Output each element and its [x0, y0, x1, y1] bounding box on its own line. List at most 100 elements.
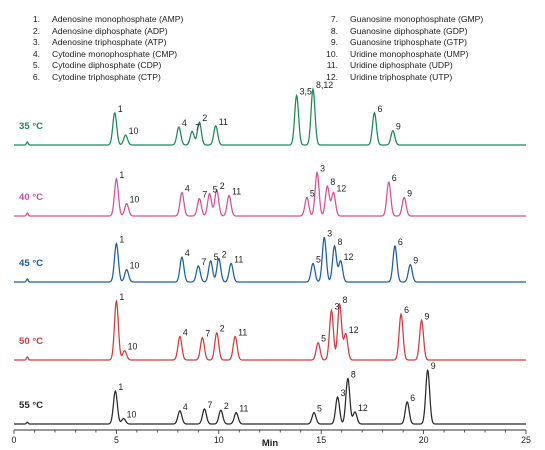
x-tick-label: 0: [12, 435, 17, 445]
peak-label: 2: [222, 249, 227, 259]
legend-item: 1. Adenosine monophosphate (AMP): [22, 13, 184, 25]
legend-item: 4. Cytodine monophosphate (CMP): [22, 48, 177, 60]
peak-label: 12: [349, 325, 359, 335]
legend-item: 10. Uridine monophosphate (UMP): [320, 48, 468, 60]
legend-item-label: Cytodine diphosphate (CDP): [52, 60, 162, 71]
peak-label: 6: [398, 237, 403, 247]
peak-label: 5: [214, 252, 219, 262]
legend-item-label: Guanosine triphosphate (GTP): [350, 37, 468, 48]
peak-label: 6: [377, 104, 382, 114]
peak-label: 9: [407, 188, 412, 198]
legend-item: 2. Adenosine diphosphate (ADP): [22, 25, 168, 37]
peak-label: 4: [185, 248, 190, 258]
peak-label: 8,12: [316, 80, 333, 90]
peak-label: 10: [127, 410, 137, 420]
legend-item: 11. Uridine diphosphate (UDP): [320, 59, 453, 71]
peak-label: 5: [317, 404, 322, 414]
peak-label: 4: [182, 118, 187, 128]
peak-label: 9: [396, 122, 401, 132]
legend-item-number: 4.: [32, 48, 40, 59]
legend-item-label: Adenosine monophosphate (AMP): [52, 14, 184, 24]
peak-label: 7: [201, 257, 206, 267]
legend-item-number: 10.: [326, 48, 338, 59]
legend-item-label: Uridine diphosphate (UDP): [350, 60, 453, 71]
peak-label: 1: [119, 292, 124, 302]
peak-label: 5: [321, 334, 326, 344]
peak-label: 4: [183, 327, 188, 337]
peak-label: 10: [130, 195, 140, 205]
legend-item: 8. Guanosine diphosphate (GDP): [320, 25, 468, 37]
series-trace: [14, 369, 526, 425]
peak-label: 12: [358, 403, 368, 413]
peak-label: 5: [310, 188, 315, 198]
peak-label: 6: [404, 305, 409, 315]
series-name-label: 40 °C: [19, 192, 43, 203]
peak-label: 1: [119, 170, 124, 180]
legend-item-label: Adenosine triphosphate (ATP): [52, 37, 167, 48]
peak-label: 6: [392, 173, 397, 183]
peak-label: 8: [338, 237, 343, 247]
peak-label: 5: [213, 185, 218, 195]
legend-item-number: 2.: [32, 25, 40, 36]
legend-item-number: 1.: [32, 14, 40, 24]
legend-item: 12. Uridine triphosphate (UTP): [320, 71, 452, 83]
series-trace: [14, 299, 526, 361]
peak-label: 4: [183, 402, 188, 412]
peak-label: 11: [219, 117, 228, 127]
legend-item-number: 3.: [32, 37, 40, 48]
peak-label: 7: [195, 122, 200, 132]
peak-label: 12: [336, 183, 346, 193]
legend-item-number: 8.: [330, 25, 338, 36]
peak-label: 2: [224, 401, 229, 411]
peak-label: 6: [410, 393, 415, 403]
peak-label: 5: [316, 254, 321, 264]
legend-item-number: 5.: [32, 60, 40, 71]
x-tick-label: 25: [521, 435, 531, 445]
x-tick-label: 10: [214, 435, 224, 445]
legend-item: 3. Adenosine triphosphate (ATP): [22, 36, 167, 48]
legend-item: 9. Guanosine triphosphate (GTP): [320, 36, 467, 48]
peak-label: 2: [220, 181, 225, 191]
peak-label: 11: [234, 254, 243, 264]
peak-label: 1: [118, 382, 123, 392]
series-trace: [14, 236, 526, 283]
peak-label: 8: [330, 177, 335, 187]
x-axis-title: Min: [262, 438, 279, 449]
peak-label: 2: [202, 113, 207, 123]
peak-label: 12: [344, 252, 354, 262]
x-tick-label: 5: [114, 435, 119, 445]
peak-label: 10: [130, 261, 140, 271]
legend-item-label: Cytodine triphosphate (CTP): [52, 72, 161, 82]
legend-item-label: Guanosine monophosphate (GMP): [350, 14, 484, 24]
series-name-label: 55 °C: [19, 400, 43, 411]
peak-label: 7: [207, 400, 212, 410]
x-tick-label: 20: [419, 435, 429, 445]
legend-item-label: Adenosine diphosphate (ADP): [52, 25, 168, 36]
legend-item-number: 7.: [330, 14, 338, 24]
legend-item: 6. Cytodine triphosphate (CTP): [22, 71, 161, 83]
peak-label: 8: [343, 295, 348, 305]
peak-label: 11: [239, 404, 248, 414]
peak-label: 9: [431, 361, 436, 371]
legend-item-number: 9.: [330, 37, 338, 48]
peak-label: 7: [205, 329, 210, 339]
series-trace: [14, 86, 526, 146]
peak-label: 8: [351, 369, 356, 379]
peak-legend: 1. Adenosine monophosphate (AMP) 2. Adenosi…: [0, 0, 545, 83]
series-name-label: 35 °C: [19, 121, 43, 132]
series-trace: [14, 171, 526, 217]
peak-label: 10: [129, 126, 139, 136]
peak-label: 10: [128, 342, 138, 352]
peak-label: 3: [327, 228, 332, 238]
peak-label: 1: [119, 235, 124, 245]
legend-item-number: 12.: [326, 72, 338, 82]
series-name-label: 50 °C: [19, 336, 43, 347]
peak-label: 3: [341, 388, 346, 398]
legend-item-label: Cytodine monophosphate (CMP): [52, 48, 178, 59]
peak-label: 11: [238, 327, 247, 337]
peak-label: 9: [413, 256, 418, 266]
legend-item-number: 6.: [32, 72, 40, 82]
peak-label: 2: [220, 324, 225, 334]
series-name-label: 45 °C: [19, 258, 43, 269]
